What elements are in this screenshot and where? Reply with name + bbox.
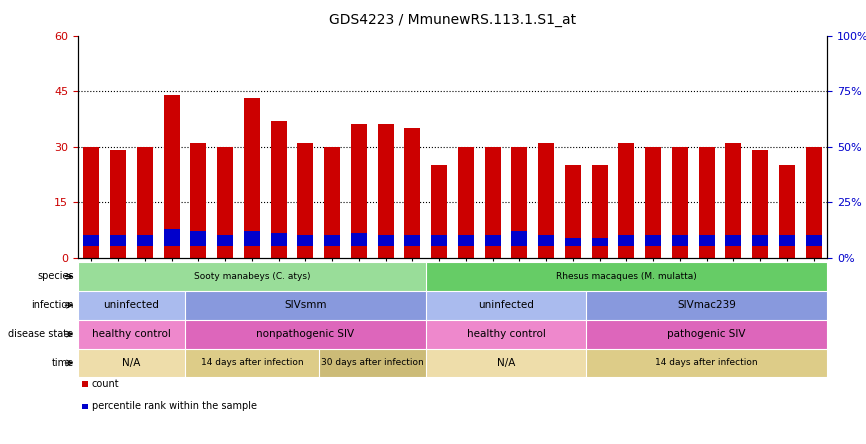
Bar <box>511 147 527 258</box>
Text: N/A: N/A <box>497 358 515 368</box>
Bar <box>378 124 394 258</box>
Bar <box>351 124 367 258</box>
Bar <box>699 147 714 258</box>
Bar <box>618 143 635 258</box>
Text: 30 days after infection: 30 days after infection <box>320 358 423 368</box>
Text: count: count <box>92 379 120 389</box>
Bar <box>591 165 608 258</box>
Bar <box>485 147 501 258</box>
Bar <box>591 238 608 246</box>
Bar <box>779 235 795 246</box>
Bar <box>137 235 152 246</box>
Bar <box>378 235 394 246</box>
Bar <box>83 235 100 246</box>
Text: 14 days after infection: 14 days after infection <box>656 358 758 368</box>
Bar <box>164 95 179 258</box>
Bar <box>324 147 340 258</box>
Bar <box>404 235 420 246</box>
Text: species: species <box>37 271 74 281</box>
Bar <box>244 99 260 258</box>
Text: Rhesus macaques (M. mulatta): Rhesus macaques (M. mulatta) <box>556 272 697 281</box>
Bar <box>672 235 688 246</box>
Text: uninfected: uninfected <box>478 300 534 310</box>
Bar <box>779 165 795 258</box>
Text: percentile rank within the sample: percentile rank within the sample <box>92 401 257 411</box>
Bar <box>83 147 100 258</box>
Bar <box>538 143 554 258</box>
Bar <box>217 147 233 258</box>
Bar <box>672 147 688 258</box>
Bar <box>726 143 741 258</box>
Bar <box>458 235 474 246</box>
Bar <box>110 150 126 258</box>
Bar <box>297 143 313 258</box>
Bar <box>217 235 233 246</box>
Text: healthy control: healthy control <box>467 329 546 339</box>
Bar <box>752 150 768 258</box>
Bar <box>137 147 152 258</box>
Bar <box>270 233 287 246</box>
Bar <box>618 235 635 246</box>
Bar <box>645 147 661 258</box>
Text: SIVmac239: SIVmac239 <box>677 300 736 310</box>
Bar <box>485 235 501 246</box>
Text: infection: infection <box>31 300 74 310</box>
Bar <box>270 121 287 258</box>
Text: Sooty manabeys (C. atys): Sooty manabeys (C. atys) <box>194 272 310 281</box>
Text: GDS4223 / MmunewRS.113.1.S1_at: GDS4223 / MmunewRS.113.1.S1_at <box>329 13 576 28</box>
Bar <box>431 165 447 258</box>
Bar <box>645 235 661 246</box>
Bar <box>458 147 474 258</box>
Bar <box>565 238 581 246</box>
Bar <box>110 235 126 246</box>
Bar <box>324 235 340 246</box>
Bar <box>431 235 447 246</box>
Bar <box>699 235 714 246</box>
Bar <box>565 165 581 258</box>
Bar <box>511 231 527 246</box>
Bar <box>805 147 822 258</box>
Bar <box>752 235 768 246</box>
Bar <box>164 229 179 246</box>
Text: healthy control: healthy control <box>92 329 171 339</box>
Text: N/A: N/A <box>122 358 140 368</box>
Bar <box>297 235 313 246</box>
Text: nonpathogenic SIV: nonpathogenic SIV <box>256 329 354 339</box>
Text: SIVsmm: SIVsmm <box>284 300 326 310</box>
Bar <box>726 235 741 246</box>
Text: disease state: disease state <box>9 329 74 339</box>
Text: uninfected: uninfected <box>104 300 159 310</box>
Bar <box>191 143 206 258</box>
Text: 14 days after infection: 14 days after infection <box>201 358 303 368</box>
Text: time: time <box>51 358 74 368</box>
Bar <box>191 231 206 246</box>
Bar <box>538 235 554 246</box>
Text: pathogenic SIV: pathogenic SIV <box>668 329 746 339</box>
Bar <box>805 235 822 246</box>
Bar <box>351 233 367 246</box>
Bar <box>404 128 420 258</box>
Bar <box>244 231 260 246</box>
